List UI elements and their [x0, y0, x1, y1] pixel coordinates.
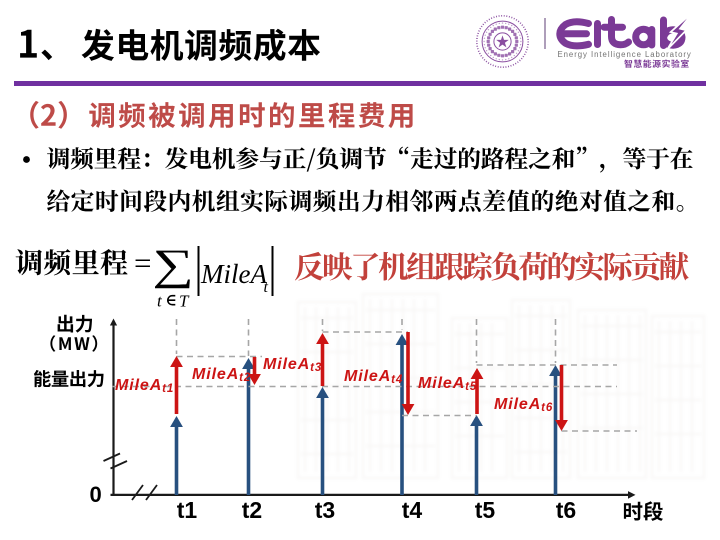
svg-text:t4: t4	[402, 497, 423, 523]
svg-text:MileAt2: MileAt2	[192, 366, 251, 384]
svg-text:MileA: MileA	[200, 259, 267, 289]
svg-text:t5: t5	[475, 497, 496, 523]
svg-text:t1: t1	[177, 497, 198, 523]
svg-text:MileAt4: MileAt4	[344, 368, 403, 386]
svg-text:MileAt6: MileAt6	[494, 396, 553, 414]
svg-text:0: 0	[90, 482, 102, 507]
svg-text:∑: ∑	[152, 241, 193, 289]
svg-text:Energy Intelligence Laboratory: Energy Intelligence Laboratory	[558, 50, 692, 59]
svg-text:t6: t6	[556, 497, 576, 523]
svg-text:t: t	[264, 279, 269, 296]
svg-text:T: T	[179, 292, 190, 311]
svg-text:=: =	[134, 246, 151, 281]
svg-text:t: t	[157, 292, 163, 311]
svg-text:MileAt5: MileAt5	[418, 375, 477, 393]
svg-text:MileAt3: MileAt3	[263, 356, 322, 374]
svg-text:MileAt1: MileAt1	[115, 377, 174, 395]
svg-text:t2: t2	[242, 497, 262, 523]
svg-text:t3: t3	[315, 497, 335, 523]
